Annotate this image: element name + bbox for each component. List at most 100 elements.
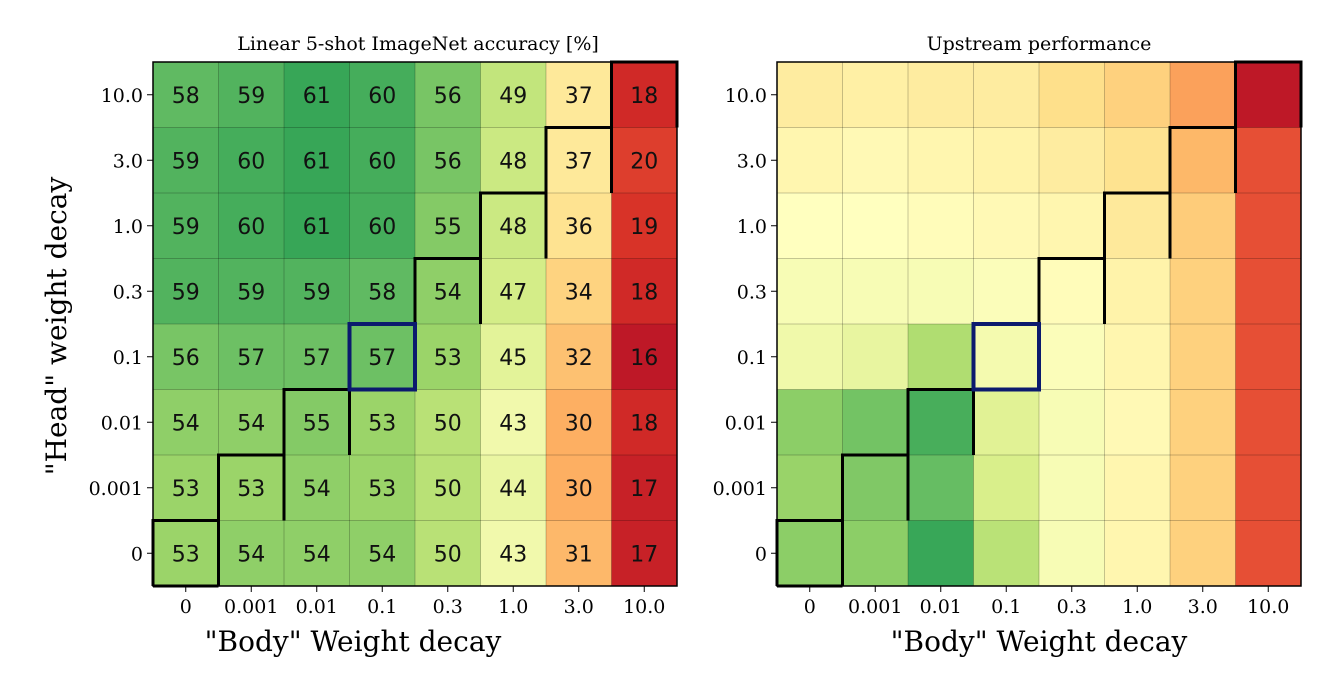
cell-value-label: 32 (565, 346, 593, 371)
heatmap-cell (842, 193, 908, 259)
selected-cell-outline (347, 322, 417, 392)
heatmap-cell (611, 62, 677, 128)
heatmap-cell (908, 127, 974, 193)
cell-value-label: 55 (303, 411, 331, 436)
heatmap-cell (284, 455, 350, 521)
heatmap-cell (1235, 127, 1301, 193)
x-tick-labels: 0 0.001 0.01 0.1 0.3 1.0 3.0 10.0 (804, 586, 1289, 618)
cell-value-label: 34 (565, 280, 593, 305)
heatmap-cell (284, 258, 350, 324)
cell-value-label: 53 (237, 477, 265, 502)
cell-value-label: 57 (303, 346, 331, 371)
cell-value-label: 54 (237, 411, 265, 436)
heatmap-cell (611, 258, 677, 324)
cell-value-label: 54 (303, 542, 331, 567)
heatmap-cell (1170, 389, 1236, 455)
cell-value-label: 50 (434, 477, 462, 502)
heatmap-cell (908, 62, 974, 128)
heatmap-cell (349, 389, 415, 455)
heatmap-cells (777, 62, 1301, 586)
heatmap-cell (153, 389, 219, 455)
heatmap-cell (1104, 324, 1170, 390)
x-tick-labels: 0 0.001 0.01 0.1 0.3 1.0 3.0 10.0 (180, 586, 665, 618)
heatmap-cell (480, 62, 546, 128)
heatmap-cell (1170, 62, 1236, 128)
cell-value-label: 17 (630, 477, 658, 502)
heatmap-cell (284, 520, 350, 586)
heatmap-cell (908, 324, 974, 390)
x-axis-label: "Body" Weight decay (205, 625, 502, 658)
heatmap-cell (1039, 324, 1105, 390)
heatmap-cell (546, 127, 612, 193)
heatmap-cell (1170, 258, 1236, 324)
heatmap-cell (546, 193, 612, 259)
heatmap-cell (218, 520, 284, 586)
cell-value-label: 61 (303, 215, 331, 240)
y-tick-label: 1.0 (737, 216, 767, 238)
y-tick-label: 0.001 (713, 478, 767, 500)
heatmap-cell (1235, 324, 1301, 390)
heatmap-cell (611, 520, 677, 586)
heatmap-panel-accuracy: Linear 5-shot ImageNet accuracy [%] 58 59… (40, 33, 679, 658)
cell-value-label: 54 (237, 542, 265, 567)
heatmap-cell (777, 324, 843, 390)
x-tick-label: 0.1 (367, 596, 397, 618)
x-tick-label: 1.0 (498, 596, 528, 618)
cell-value-label: 43 (499, 411, 527, 436)
heatmap-cell (973, 258, 1039, 324)
cell-value-label: 20 (630, 149, 658, 174)
heatmap-cell (842, 258, 908, 324)
heatmap-cell (1235, 193, 1301, 259)
heatmap-cell (1170, 324, 1236, 390)
cell-value-label: 36 (565, 215, 593, 240)
heatmap-cell (1235, 455, 1301, 521)
x-tick-label: 0.01 (920, 596, 962, 618)
heatmap-cell (1235, 62, 1301, 128)
chart-title: Linear 5-shot ImageNet accuracy [%] (237, 33, 599, 55)
cell-value-label: 53 (172, 542, 200, 567)
heatmap-cell (777, 389, 843, 455)
x-tick-label: 0 (180, 596, 192, 618)
cell-value-label: 60 (368, 215, 396, 240)
cell-value-label: 58 (172, 84, 200, 109)
highlight-rect (971, 322, 1041, 392)
y-tick-label: 0.3 (113, 281, 143, 303)
y-tick-label: 10.0 (101, 85, 143, 107)
cell-value-label: 57 (368, 346, 396, 371)
x-tick-label: 10.0 (1247, 596, 1289, 618)
highlight-rect (347, 322, 417, 392)
cell-value-label: 53 (172, 477, 200, 502)
heatmap-cell (611, 324, 677, 390)
heatmap-cell (1039, 389, 1105, 455)
cell-value-label: 30 (565, 477, 593, 502)
x-tick-label: 0.1 (991, 596, 1021, 618)
cell-value-label: 31 (565, 542, 593, 567)
cell-value-label: 56 (172, 346, 200, 371)
heatmap-cell (546, 455, 612, 521)
cell-value-label: 45 (499, 346, 527, 371)
heatmap-cell (218, 258, 284, 324)
cell-value-label: 56 (434, 149, 462, 174)
heatmap-cell (153, 520, 219, 586)
heatmap-cell (480, 520, 546, 586)
heatmap-cells: 58 59 61 60 56 49 37 18 59 60 61 60 56 48 37 20 59 60 61 60… (153, 62, 677, 586)
heatmap-cell (218, 127, 284, 193)
heatmap-cell (777, 258, 843, 324)
heatmap-cell (480, 324, 546, 390)
heatmap-cell (349, 62, 415, 128)
heatmap-cell (908, 193, 974, 259)
heatmap-cell (415, 258, 481, 324)
heatmap-cell (1170, 520, 1236, 586)
x-axis-label: "Body" Weight decay (891, 625, 1188, 658)
cell-value-label: 16 (630, 346, 658, 371)
heatmap-cell (153, 455, 219, 521)
heatmap-cell (349, 127, 415, 193)
cell-value-label: 37 (565, 149, 593, 174)
heatmap-cell (611, 127, 677, 193)
x-tick-label: 0.001 (848, 596, 902, 618)
cell-value-label: 19 (630, 215, 658, 240)
heatmap-cell (842, 389, 908, 455)
cell-value-label: 56 (434, 84, 462, 109)
y-tick-label: 0 (131, 543, 143, 565)
y-tick-label: 0 (755, 543, 767, 565)
